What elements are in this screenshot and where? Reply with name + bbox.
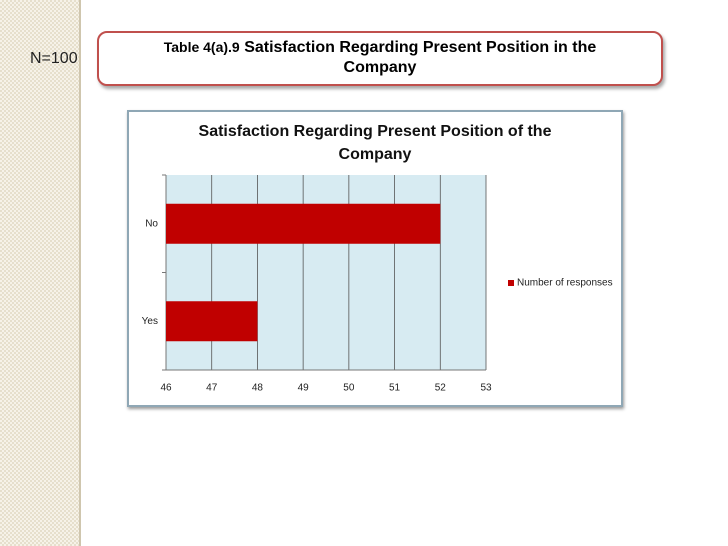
heading-text: Table 4(a).9 Satisfaction Regarding Pres… <box>99 37 661 78</box>
legend-swatch <box>508 280 514 286</box>
x-tick-label: 48 <box>252 383 264 394</box>
decor-strip <box>0 0 81 546</box>
legend-label: Number of responses <box>517 278 613 289</box>
x-tick-label: 53 <box>480 383 492 394</box>
y-tick-label: Yes <box>142 316 158 327</box>
x-tick-label: 47 <box>206 383 218 394</box>
x-tick-label: 52 <box>435 383 447 394</box>
bar <box>166 301 258 342</box>
chart-title: Satisfaction Regarding Present Position … <box>198 123 552 163</box>
sample-size: N=100 <box>30 50 78 67</box>
heading: Satisfaction Regarding Present Position … <box>244 39 597 76</box>
table-label: Table 4(a).9 <box>163 39 240 55</box>
x-tick-label: 51 <box>389 383 401 394</box>
x-tick-label: 49 <box>298 383 310 394</box>
x-tick-label: 46 <box>160 383 172 394</box>
y-tick-label: No <box>145 218 158 229</box>
heading-box: Table 4(a).9 Satisfaction Regarding Pres… <box>97 31 663 86</box>
bar <box>166 203 441 244</box>
x-tick-label: 50 <box>343 383 355 394</box>
